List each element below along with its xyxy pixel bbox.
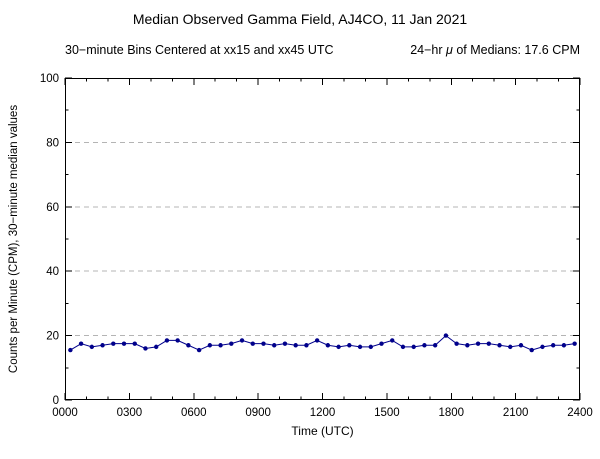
data-point [261, 341, 266, 346]
y-tick-label: 100 [40, 73, 59, 85]
data-point [218, 343, 223, 348]
data-point [89, 344, 95, 350]
y-tick-label: 20 [46, 331, 59, 343]
data-point [282, 341, 288, 346]
subtitle-mean-text: 24−hr μ of Medians: 17.6 CPM [410, 43, 580, 57]
data-point [400, 344, 406, 350]
data-point [250, 341, 255, 346]
subtitle-bins-text: 30−minute Bins Centered at xx15 and xx45… [65, 43, 334, 57]
mean-suffix: of Medians: 17.6 CPM [452, 43, 580, 57]
data-point [379, 341, 384, 346]
x-tick-label: 2400 [567, 407, 593, 419]
data-point [175, 338, 180, 343]
data-point [475, 341, 481, 346]
data-point [508, 344, 513, 350]
data-point [100, 343, 105, 348]
data-point [153, 344, 159, 350]
data-point [540, 344, 545, 350]
data-point [325, 343, 331, 348]
data-point [550, 343, 556, 348]
x-axis-label: Time (UTC) [291, 424, 354, 438]
data-point [314, 338, 320, 343]
data-point [186, 343, 191, 348]
x-tick-label: 0000 [52, 407, 78, 419]
x-tick-label: 0900 [245, 407, 271, 419]
y-tick-label: 0 [53, 395, 59, 407]
y-axis-label: Counts per Minute (CPM), 30−minute media… [8, 104, 20, 374]
data-point [78, 341, 84, 346]
data-point [293, 343, 298, 348]
data-point [454, 341, 459, 346]
data-point [529, 347, 534, 353]
data-point [304, 343, 309, 348]
x-tick-label: 1800 [438, 407, 464, 419]
x-tick-label: 1200 [310, 407, 336, 419]
data-point [111, 341, 116, 346]
data-point [432, 343, 438, 348]
data-point [357, 344, 363, 350]
data-point [368, 344, 373, 350]
data-point [272, 343, 277, 348]
data-point [196, 347, 202, 353]
y-tick-label: 80 [46, 137, 59, 149]
data-point [347, 343, 352, 348]
data-point [239, 338, 245, 343]
data-point [422, 343, 427, 348]
data-point [443, 333, 449, 338]
data-point [486, 341, 492, 346]
data-point [132, 341, 137, 346]
y-tick-label: 40 [46, 266, 59, 278]
data-point [561, 343, 567, 348]
data-point [164, 338, 170, 343]
chart-title: Median Observed Gamma Field, AJ4CO, 11 J… [132, 11, 468, 27]
data-point [143, 346, 148, 351]
data-point [121, 341, 127, 346]
data-point [572, 341, 577, 346]
data-point [336, 344, 341, 350]
data-point [229, 341, 234, 346]
data-point [207, 343, 213, 348]
mean-prefix: 24−hr [410, 43, 446, 57]
data-point [518, 343, 524, 348]
data-point [68, 347, 73, 353]
data-point [465, 343, 470, 348]
data-point [411, 344, 416, 350]
x-tick-label: 0600 [181, 407, 207, 419]
y-tick-label: 60 [46, 202, 59, 214]
chart-subtitle: 30−minute Bins Centered at xx15 and xx45… [65, 43, 580, 57]
mu-symbol: μ [445, 43, 453, 57]
data-point [390, 338, 395, 343]
x-tick-label: 2100 [503, 407, 529, 419]
data-point [497, 343, 502, 348]
plot-border [65, 78, 580, 400]
x-tick-label: 1500 [374, 407, 400, 419]
x-tick-label: 0300 [117, 407, 143, 419]
